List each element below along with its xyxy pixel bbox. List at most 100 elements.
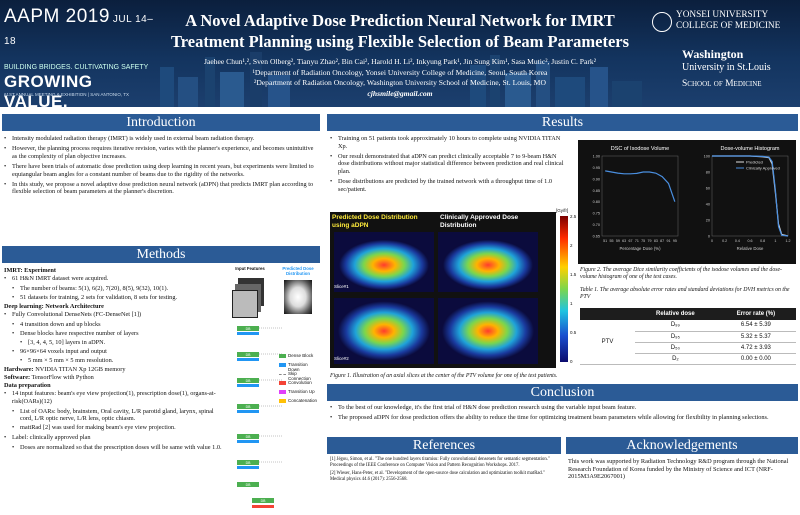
intro-bullet: There have been trials of automatic dose… xyxy=(4,163,318,178)
svg-text:DB: DB xyxy=(246,483,252,487)
x-axis-label: Percentage Dose (%) xyxy=(619,246,661,251)
x-tick-label: 51 xyxy=(603,239,607,243)
y-tick-label: 20 xyxy=(706,219,710,223)
software-line: Software: TensorFlow with Python xyxy=(4,373,94,381)
table-row: D₉₅ 5.32 ± 5.37 xyxy=(580,331,796,343)
city-skyline-image xyxy=(160,52,642,107)
x-tick-label: 0.8 xyxy=(760,239,765,243)
legend-convolution: Convolution xyxy=(288,380,312,385)
legend-transition-down: Transition Down xyxy=(288,362,308,372)
svg-text:DB: DB xyxy=(246,379,252,383)
table-group-label: PTV xyxy=(580,320,635,365)
y-tick-label: 0.75 xyxy=(593,212,600,216)
network-diagram: Input Features Predicted Dose Distributi… xyxy=(222,266,320,511)
panel-predicted-label: Predicted Dose Distribution using aDPN xyxy=(332,214,418,229)
y-tick-label: 0.65 xyxy=(593,235,600,239)
table-row: PTV D₉₉ 6.54 ± 5.39 xyxy=(580,320,796,365)
section-header-conclusion: Conclusion xyxy=(327,384,798,401)
section-header-results: Results xyxy=(327,114,798,131)
poster-header: AAPM 2019 JUL 14–18 BUILDING BRIDGES. CUL… xyxy=(0,0,800,107)
author-block: Jaehee Chun¹,², Sven Olberg², Tianyu Zha… xyxy=(160,57,640,99)
affiliation-2: ²Department of Radiation Oncology, Washi… xyxy=(254,78,546,87)
dvh-chart: Dose-volume Histogram 100 80 60 40 20 00 0.2 0.4… xyxy=(704,146,791,251)
x-tick-label: 0.2 xyxy=(722,239,727,243)
conf-tagline-3: 61ST ANNUAL MEETING & EXHIBITION | SAN A… xyxy=(4,92,130,97)
conf-tagline-2: GROWING VALUE. xyxy=(4,72,93,107)
methods-text: IMRT: Experiment 61 H&N IMRT dataset wer… xyxy=(4,266,222,453)
dose-slice-image xyxy=(334,298,434,364)
x-tick-label: 1 xyxy=(774,239,776,243)
methods-heading-network: Deep learning: Network Architecture xyxy=(4,302,104,310)
conf-dates: JUL 14–18 xyxy=(4,14,154,47)
dsc-chart: DSC of Isodose Volume 1.00 0.95 0.90 0.85 0.8… xyxy=(593,146,679,251)
x-tick-label: 59 xyxy=(616,239,620,243)
legend-swatch xyxy=(279,381,286,385)
y-tick-label: 0.80 xyxy=(593,200,600,204)
x-tick-label: 0.4 xyxy=(735,239,740,243)
contact-email: cjhsmile@gmail.com xyxy=(367,88,433,98)
methods-heading-data: Data preparation xyxy=(4,382,51,390)
aapm-logo: AAPM 2019 JUL 14–18 BUILDING BRIDGES. CUL… xyxy=(4,6,154,107)
dose-slice-image xyxy=(438,298,538,364)
unet-diagram: DB DB DB DB DB DB DB DB xyxy=(237,326,282,508)
y-tick-label: 0 xyxy=(708,235,710,239)
table-1-caption: Table 1. The average absolute error rate… xyxy=(580,287,790,300)
x-tick-label: 63 xyxy=(622,239,626,243)
legend-skip-connection: Skip Connection xyxy=(288,371,311,381)
figure-2-caption: Figure 2. The average Dice similarity co… xyxy=(580,267,782,280)
table-row: D₅₀ 4.72 ± 3.93 xyxy=(580,342,796,354)
x-tick-label: 67 xyxy=(629,239,633,243)
x-tick-label: 71 xyxy=(635,239,639,243)
svg-text:DB: DB xyxy=(246,327,252,331)
conf-name: AAPM 2019 xyxy=(4,6,110,27)
y-tick-label: 0.95 xyxy=(593,166,600,170)
dose-slice-image xyxy=(438,232,538,292)
washu-logo: Washington University in St.Louis School… xyxy=(682,47,771,89)
hardware-line: Hardware: NVIDIA TITAN Xp 12GB memory xyxy=(4,366,126,374)
x-tick-label: 0 xyxy=(711,239,713,243)
x-tick-label: 0.6 xyxy=(748,239,753,243)
legend-swatch xyxy=(279,354,286,358)
legend-swatch xyxy=(279,363,286,367)
dose-slice-image xyxy=(334,232,434,292)
svg-text:DB: DB xyxy=(261,499,267,503)
intro-bullet: Intensity modulated radiation therapy (I… xyxy=(4,135,318,143)
x-tick-label: 83 xyxy=(654,239,658,243)
y-tick-label: 0.90 xyxy=(593,177,600,181)
svg-text:DB: DB xyxy=(246,353,252,357)
colorbar xyxy=(560,216,568,362)
section-header-acknowledgements: Acknowledgements xyxy=(566,437,798,454)
slice-1-label: Slice#1 xyxy=(334,284,349,289)
dose-comparison-figure: Predicted Dose Distribution using aDPN C… xyxy=(330,212,556,368)
legend-label: Predicted xyxy=(746,160,763,165)
y-tick-label: 0.85 xyxy=(593,189,600,193)
plot-area xyxy=(601,155,679,237)
x-tick-label: 75 xyxy=(641,239,645,243)
panel-clinical-label: Clinically Approved Dose Distribution xyxy=(440,214,519,229)
legend-swatch xyxy=(279,390,286,394)
colorbar-unit: [Gy/fr] xyxy=(556,208,569,213)
introduction-text: Intensity modulated radiation therapy (I… xyxy=(4,135,318,199)
x-tick-label: 91 xyxy=(667,239,671,243)
section-header-references: References xyxy=(327,437,561,454)
intro-bullet: However, the planning process requires i… xyxy=(4,145,318,160)
diagram-input-label: Input Features xyxy=(235,266,265,271)
references-list: [1] Jégou, Simon, et al. "The one hundre… xyxy=(330,457,558,483)
svg-text:DB: DB xyxy=(246,405,252,409)
reference-item: [1] Jégou, Simon, et al. "The one hundre… xyxy=(330,457,550,468)
svg-text:DB: DB xyxy=(246,435,252,439)
series-line xyxy=(712,155,789,237)
x-tick-label: 87 xyxy=(660,239,664,243)
x-tick-label: 95 xyxy=(673,239,677,243)
poster-title: A Novel Adaptive Dose Prediction Neural … xyxy=(170,11,630,51)
legend-label: Clinically Approved xyxy=(746,166,780,171)
y-tick-label: 40 xyxy=(706,203,710,207)
table-row: D₂ 0.00 ± 0.00 xyxy=(580,353,796,365)
predicted-dose-thumbnail xyxy=(284,280,312,314)
section-header-methods: Methods xyxy=(2,246,320,263)
slice-2-label: Slice#2 xyxy=(334,356,349,361)
diagram-output-label: Predicted Dose Distribution xyxy=(282,266,314,276)
x-axis-label: Relative Dose xyxy=(737,246,764,251)
intro-bullet: In this study, we propose a novel adapti… xyxy=(4,181,318,196)
figure-1-caption: Figure 1. Illustration of an axial slice… xyxy=(330,373,558,379)
